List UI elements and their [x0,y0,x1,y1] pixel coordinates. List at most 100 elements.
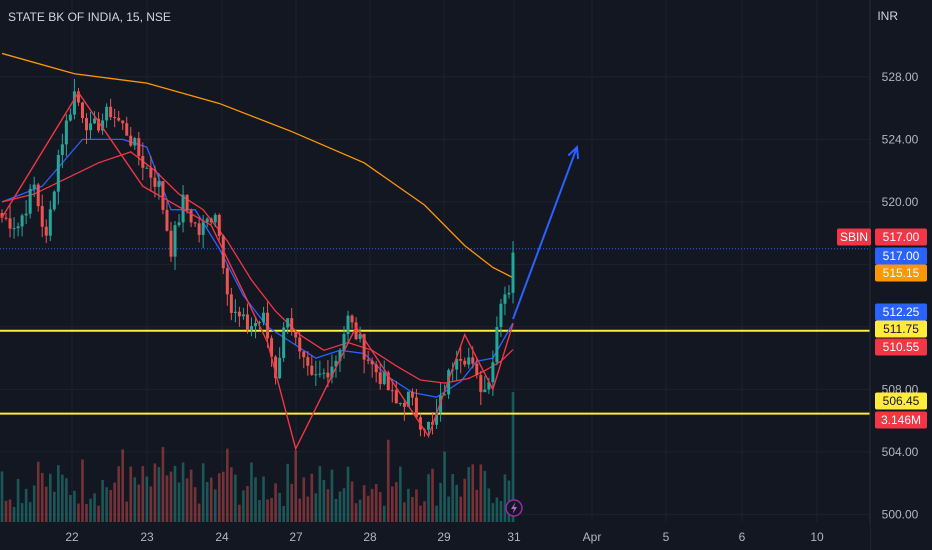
volume-bar [209,477,213,522]
volume-bar [378,492,382,522]
candle-body [314,374,318,376]
price-tag: 510.55 [875,338,927,356]
candle-body [225,268,229,295]
candle-body [310,365,314,375]
candle-body [145,167,149,169]
volume-bar [101,479,104,522]
volume-bar [314,493,318,522]
volume-bar [141,466,145,522]
candle-body [161,181,165,210]
volume-bar [250,462,253,522]
volume-bar [322,480,326,522]
price-tag-label: 506.45 [883,394,920,408]
volume-bar [205,482,209,522]
price-tag-bg [875,264,927,282]
volume-bar [173,465,177,522]
grid [0,0,870,522]
volume-bar [443,451,446,522]
volume-bar [226,448,229,522]
volume-bar [330,469,334,522]
price-tag: 517.00 SBIN [837,228,927,246]
time-tick-label: 27 [289,530,303,544]
volume-bar [467,467,471,522]
candle-body [258,322,262,324]
volume-bar [16,478,20,522]
volume-bar [459,496,462,522]
volume-bar [105,487,108,522]
candle-body [169,230,173,257]
price-tick-label: 500.00 [882,507,919,521]
volume-bar [153,463,157,522]
candle-body [503,294,507,304]
candle-body [113,117,117,119]
volume-bar [415,489,418,522]
price-tag-label: 517.00 [883,249,920,263]
volume-bar [61,474,64,522]
candle-body [435,412,439,425]
volume-bar [193,487,197,522]
price-tag: 512.25 [875,303,927,321]
volume-bar [262,476,265,522]
candle-body [499,303,503,328]
candle-body [334,360,338,367]
volume-bar [286,463,289,522]
candle-body [245,314,249,331]
candle-body [262,312,266,323]
candle-body [467,357,471,365]
candle-body [406,391,410,407]
candle-body [68,114,72,121]
candle-body [459,358,463,361]
volume-bar [53,491,56,522]
candle-body [48,209,52,236]
candle-body [177,222,181,226]
volume-bar [318,466,322,522]
volume-bar [145,476,149,522]
price-tick-label: 528.00 [882,70,919,84]
candle-body [483,389,487,393]
price-tag-label: 512.25 [883,305,920,319]
volume-bar [310,473,314,522]
candle-body [205,218,209,223]
price-tick-label: 504.00 [882,445,919,459]
time-tick-label: 6 [739,530,746,544]
volume-bar [362,485,366,522]
candle-body [253,323,257,327]
candle-body [40,206,44,227]
volume-bar [197,503,201,522]
volume-bar [149,486,153,522]
candle-body [390,390,394,392]
volume-bar [302,477,306,522]
volume-bar [20,503,24,522]
candle-body [318,373,322,375]
volume-bar [213,489,217,522]
candle-body [80,102,84,119]
candle-body [463,360,467,365]
volume-bar [8,499,12,522]
candle-body [358,333,362,340]
volume-bar [266,499,269,522]
volume-bar [483,470,487,522]
volume-bar [431,468,434,522]
price-tag-label: 510.55 [883,340,920,354]
candle-body [402,402,406,407]
moving-average-line [1,151,514,384]
volume-bar [278,492,281,522]
candle-body [374,364,378,373]
candle-body [282,327,286,358]
candles [0,78,515,438]
candle-body [362,333,366,360]
volume-bar [282,506,285,522]
candle-body [44,226,48,236]
volume-bar [390,486,394,522]
price-tag-bg [875,392,927,410]
candle-body [394,390,398,404]
candle-body [125,123,129,136]
volume-bar [242,490,245,522]
volume-bar [270,497,273,522]
volume-bar [32,485,36,522]
volume-bar [109,490,112,522]
volume-bar [169,471,173,522]
volume-bar [326,489,330,522]
candle-body [185,194,189,211]
